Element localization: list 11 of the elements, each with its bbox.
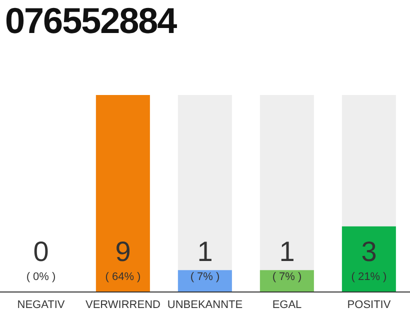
data-label: 1 ( 7% ) [271, 235, 303, 285]
x-tick-label: EGAL [272, 298, 302, 311]
x-tick-label: VERWIRREND [86, 298, 161, 311]
chart-title: 076552884 [5, 0, 176, 42]
data-label: 3 ( 21% ) [350, 235, 388, 285]
x-tick-label: UNBEKANNTE [167, 298, 243, 311]
x-tick-label: POSITIV [347, 298, 392, 311]
data-label: 0 ( 0% ) [25, 235, 57, 285]
data-label: 1 ( 7% ) [189, 235, 221, 285]
data-label: 9 ( 64% ) [104, 235, 142, 285]
x-tick-label: NEGATIV [17, 298, 66, 311]
